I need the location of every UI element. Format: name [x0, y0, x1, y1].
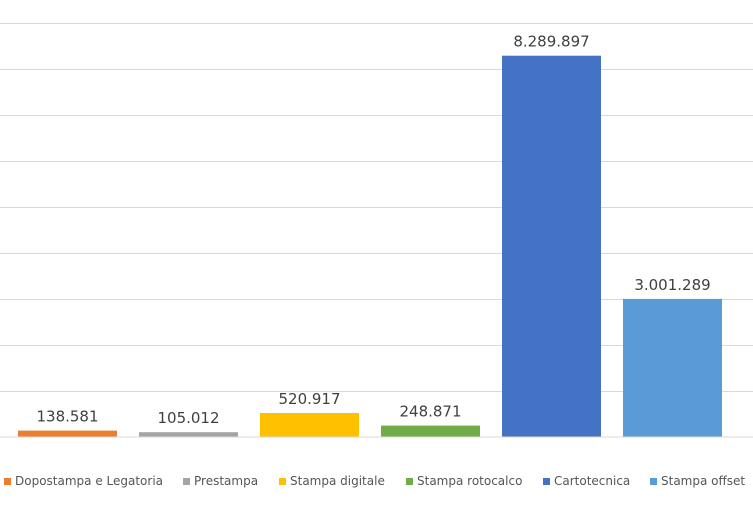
legend-swatch — [183, 477, 190, 485]
bars — [18, 55, 722, 437]
legend-item: Stampa offset — [650, 474, 745, 488]
legend-swatch — [279, 477, 286, 485]
bar — [381, 425, 480, 437]
bar-chart: 138.581 105.012 520.917 248.871 8.289.897 3.0… — [0, 23, 753, 438]
data-label: 8.289.897 — [513, 33, 589, 51]
bar — [139, 432, 238, 437]
legend-swatch — [650, 477, 657, 485]
data-label: 520.917 — [278, 390, 340, 408]
data-label: 105.012 — [157, 409, 219, 427]
bar — [18, 430, 117, 437]
legend-swatch — [4, 477, 11, 485]
legend-item: Stampa rotocalco — [406, 474, 522, 488]
bar — [623, 298, 722, 437]
data-label: 3.001.289 — [634, 276, 710, 294]
legend-label: Dopostampa e Legatoria — [15, 474, 164, 488]
legend-swatch — [543, 477, 550, 485]
data-labels: 138.581 105.012 520.917 248.871 8.289.897 3.0… — [36, 33, 710, 428]
legend-swatch — [406, 477, 413, 485]
legend-item: Stampa digitale — [279, 474, 385, 488]
bar — [260, 413, 359, 437]
legend-label: Stampa offset — [661, 474, 746, 488]
bar — [502, 55, 601, 437]
legend-item: Dopostampa e Legatoria — [4, 474, 163, 488]
data-label: 138.581 — [36, 408, 98, 426]
legend-label: Stampa rotocalco — [417, 474, 523, 488]
legend-label: Stampa digitale — [290, 474, 385, 488]
chart-legend: Dopostampa e Legatoria Prestampa Stampa di… — [0, 474, 753, 496]
legend-item: Cartotecnica — [543, 474, 630, 488]
legend-label: Cartotecnica — [554, 474, 631, 488]
gridlines — [0, 23, 753, 392]
legend-item: Prestampa — [183, 474, 258, 488]
legend-label: Prestampa — [194, 474, 259, 488]
data-label: 248.871 — [399, 403, 461, 421]
